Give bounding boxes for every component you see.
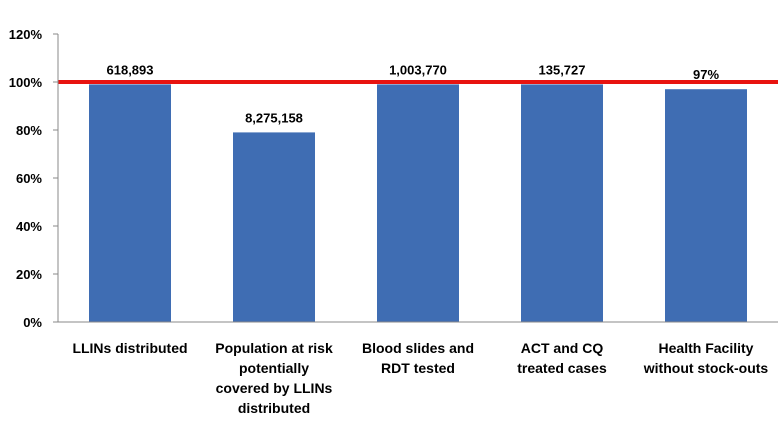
x-tick-label: Population at risk potentially covered by … xyxy=(215,340,333,416)
bar xyxy=(233,132,315,322)
bar xyxy=(665,89,747,322)
y-axis-ticks: 0% 20% 40% 60% 80% 100% 120% xyxy=(9,27,58,330)
data-label: 618,893 xyxy=(107,62,154,77)
y-tick-label: 20% xyxy=(16,267,42,282)
y-tick-label: 120% xyxy=(9,27,43,42)
data-label: 8,275,158 xyxy=(245,110,303,125)
x-tick-label: LLINs distributed xyxy=(72,340,188,356)
x-tick-label: Health Facility without stock-outs xyxy=(643,340,769,376)
bars xyxy=(89,84,747,323)
x-tick-label: ACT and CQ treated cases xyxy=(517,340,607,376)
y-tick-label: 60% xyxy=(16,171,42,186)
y-tick-label: 0% xyxy=(23,315,42,330)
data-labels: 618,893 8,275,158 1,003,770 135,727 97% xyxy=(107,62,720,125)
data-label: 1,003,770 xyxy=(389,62,447,77)
data-label: 135,727 xyxy=(539,62,586,77)
y-tick-label: 100% xyxy=(9,75,43,90)
x-tick-label: Blood slides and RDT tested xyxy=(361,340,474,376)
bar xyxy=(521,84,603,323)
bar xyxy=(89,84,171,323)
y-tick-label: 40% xyxy=(16,219,42,234)
y-tick-label: 80% xyxy=(16,123,42,138)
bar xyxy=(377,84,459,323)
data-label: 97% xyxy=(693,67,719,82)
